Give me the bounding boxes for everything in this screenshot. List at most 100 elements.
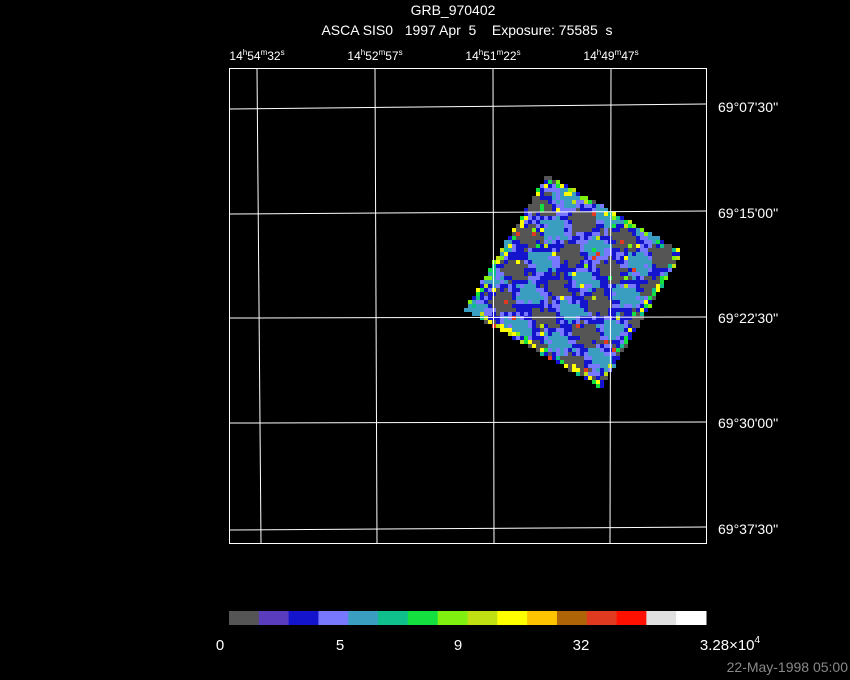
image-pixel	[584, 200, 588, 204]
image-pixel	[584, 336, 588, 340]
image-pixel	[648, 284, 652, 288]
image-pixel	[620, 232, 624, 236]
image-pixel	[488, 276, 492, 280]
image-pixel	[584, 316, 588, 320]
colorbar-value: 32	[573, 637, 590, 654]
image-pixel	[536, 316, 540, 320]
image-pixel	[604, 328, 608, 332]
image-pixel	[616, 356, 620, 360]
image-pixel	[556, 220, 560, 224]
image-pixel	[480, 296, 484, 300]
image-pixel	[568, 320, 572, 324]
image-pixel	[548, 272, 552, 276]
image-pixel	[564, 220, 568, 224]
image-pixel	[592, 292, 596, 296]
image-pixel	[580, 276, 584, 280]
image-pixel	[540, 256, 544, 260]
image-pixel	[532, 236, 536, 240]
image-pixel	[596, 360, 600, 364]
image-pixel	[616, 320, 620, 324]
image-pixel	[556, 216, 560, 220]
ra-number: 52	[365, 49, 379, 63]
image-pixel	[516, 336, 520, 340]
image-pixel	[560, 288, 564, 292]
image-pixel	[500, 252, 504, 256]
image-pixel	[524, 208, 528, 212]
image-pixel	[520, 260, 524, 264]
image-pixel	[496, 308, 500, 312]
image-pixel	[620, 312, 624, 316]
image-pixel	[580, 340, 584, 344]
image-pixel	[580, 228, 584, 232]
image-pixel	[596, 328, 600, 332]
image-pixel	[576, 320, 580, 324]
image-pixel	[600, 328, 604, 332]
image-pixel	[480, 280, 484, 284]
image-pixel	[512, 232, 516, 236]
image-pixel	[608, 248, 612, 252]
image-pixel	[576, 364, 580, 368]
image-pixel	[636, 296, 640, 300]
image-pixel	[644, 292, 648, 296]
image-pixel	[524, 340, 528, 344]
image-pixel	[612, 332, 616, 336]
image-pixel	[592, 232, 596, 236]
image-pixel	[520, 268, 524, 272]
image-pixel	[516, 272, 520, 276]
image-pixel	[584, 288, 588, 292]
image-pixel	[584, 204, 588, 208]
image-pixel	[632, 284, 636, 288]
image-pixel	[600, 272, 604, 276]
image-pixel	[572, 368, 576, 372]
image-pixel	[564, 276, 568, 280]
image-pixel	[520, 264, 524, 268]
image-pixel	[572, 236, 576, 240]
image-pixel	[636, 312, 640, 316]
image-pixel	[608, 288, 612, 292]
colorbar-swatch	[348, 611, 379, 625]
image-pixel	[620, 328, 624, 332]
image-pixel	[564, 324, 568, 328]
image-pixel	[552, 308, 556, 312]
colorbar-swatch	[497, 611, 528, 625]
image-pixel	[544, 248, 548, 252]
image-pixel	[548, 356, 552, 360]
image-pixel	[604, 252, 608, 256]
image-pixel	[576, 276, 580, 280]
image-pixel	[592, 228, 596, 232]
image-pixel	[508, 256, 512, 260]
image-pixel	[588, 348, 592, 352]
image-pixel	[592, 208, 596, 212]
image-pixel	[528, 324, 532, 328]
image-pixel	[624, 232, 628, 236]
image-pixel	[528, 312, 532, 316]
image-pixel	[556, 296, 560, 300]
image-pixel	[516, 288, 520, 292]
image-pixel	[604, 352, 608, 356]
image-pixel	[568, 300, 572, 304]
image-pixel	[492, 276, 496, 280]
image-pixel	[552, 192, 556, 196]
image-pixel	[532, 240, 536, 244]
image-pixel	[488, 280, 492, 284]
image-pixel	[504, 288, 508, 292]
image-pixel	[588, 260, 592, 264]
image-pixel	[572, 204, 576, 208]
image-pixel	[536, 192, 540, 196]
image-pixel	[580, 252, 584, 256]
image-pixel	[624, 340, 628, 344]
image-pixel	[516, 248, 520, 252]
image-pixel	[528, 224, 532, 228]
image-pixel	[548, 204, 552, 208]
image-pixel	[524, 296, 528, 300]
image-pixel	[596, 228, 600, 232]
image-pixel	[544, 312, 548, 316]
image-pixel	[508, 296, 512, 300]
image-pixel	[500, 300, 504, 304]
image-pixel	[504, 328, 508, 332]
image-pixel	[536, 200, 540, 204]
image-pixel	[548, 176, 552, 180]
image-pixel	[548, 208, 552, 212]
image-pixel	[616, 352, 620, 356]
